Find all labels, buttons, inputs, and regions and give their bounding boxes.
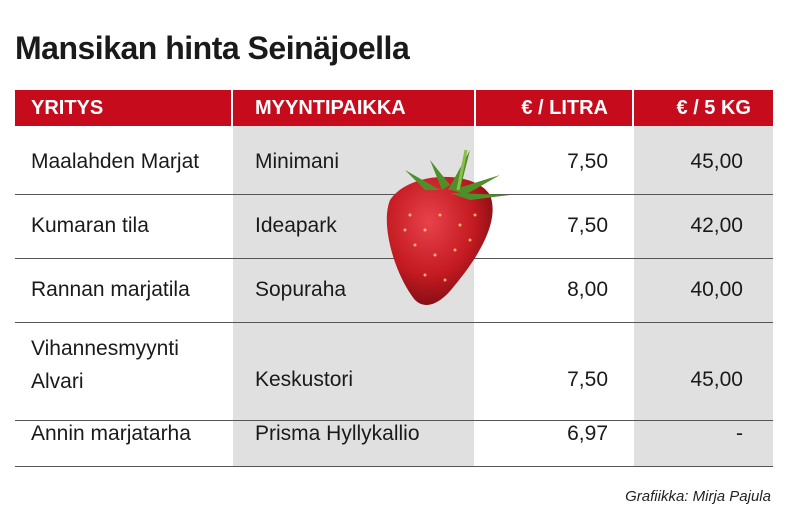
row-divider bbox=[15, 194, 773, 195]
header-myyntipaikka: MYYNTIPAIKKA bbox=[233, 90, 474, 126]
cell-price-litre: 6,97 bbox=[567, 422, 608, 445]
cell-sales-place: Prisma Hyllykallio bbox=[255, 422, 420, 445]
header-litra: € / LITRA bbox=[476, 90, 632, 126]
row-divider bbox=[15, 322, 773, 323]
cell-price-litre: 7,50 bbox=[567, 214, 608, 237]
header-yritys: YRITYS bbox=[15, 90, 231, 126]
cell-sales-place: Keskustori bbox=[255, 368, 354, 391]
cell-company: Kumaran tila bbox=[31, 214, 149, 237]
cell-price-5kg: - bbox=[736, 422, 743, 445]
cell-price-5kg: 40,00 bbox=[690, 278, 743, 301]
row-divider bbox=[15, 420, 773, 421]
cell-company: Annin marjatarha bbox=[31, 422, 191, 445]
cell-price-litre: 8,00 bbox=[567, 278, 608, 301]
cell-sales-place: Minimani bbox=[255, 150, 340, 173]
shaded-column-5kg bbox=[634, 126, 773, 466]
cell-price-litre: 7,50 bbox=[567, 150, 608, 173]
cell-company: Rannan marjatila bbox=[31, 278, 190, 301]
credit-text: Grafiikka: Mirja Pajula bbox=[625, 488, 771, 505]
cell-price-5kg: 45,00 bbox=[690, 150, 743, 173]
header-5kg: € / 5 KG bbox=[634, 90, 773, 126]
cell-company: Vihannesmyynti Alvari bbox=[31, 337, 179, 393]
page-title: Mansikan hinta Seinäjoella bbox=[15, 30, 410, 66]
cell-sales-place: Ideapark bbox=[255, 214, 337, 237]
row-divider bbox=[15, 466, 773, 467]
cell-sales-place: Sopuraha bbox=[255, 278, 347, 301]
cell-price-5kg: 45,00 bbox=[690, 368, 743, 391]
strawberry-icon bbox=[386, 149, 510, 305]
cell-company: Maalahden Marjat bbox=[31, 150, 200, 173]
cell-price-5kg: 42,00 bbox=[690, 214, 743, 237]
cell-price-litre: 7,50 bbox=[567, 368, 608, 391]
